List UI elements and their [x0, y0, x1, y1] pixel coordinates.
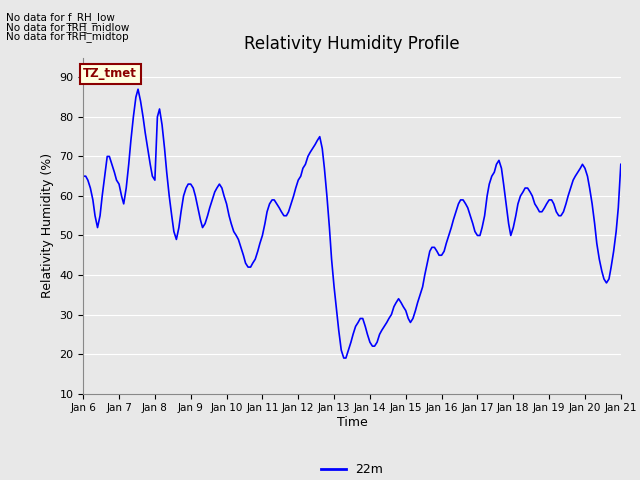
Y-axis label: Relativity Humidity (%): Relativity Humidity (%)	[41, 153, 54, 298]
Title: Relativity Humidity Profile: Relativity Humidity Profile	[244, 35, 460, 53]
Text: No data for f̅RH̅_midtop: No data for f̅RH̅_midtop	[6, 31, 129, 42]
X-axis label: Time: Time	[337, 416, 367, 429]
Text: TZ_tmet: TZ_tmet	[83, 67, 137, 80]
Legend: 22m: 22m	[316, 458, 388, 480]
Text: No data for f_RH_low: No data for f_RH_low	[6, 12, 115, 23]
Text: No data for f̅RH̅_midlow: No data for f̅RH̅_midlow	[6, 22, 130, 33]
